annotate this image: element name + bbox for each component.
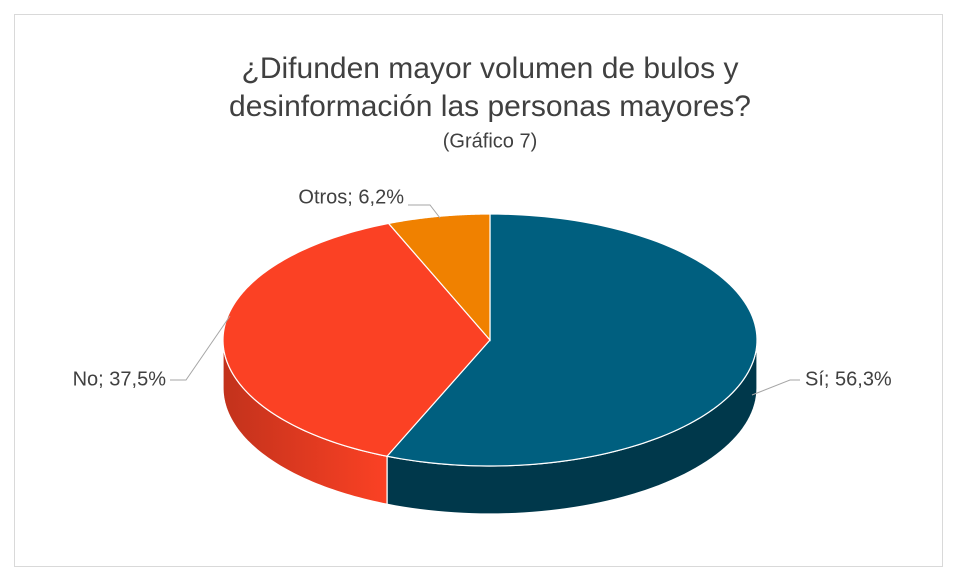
data-label: Sí; 56,3% <box>805 368 892 390</box>
chart-title: desinformación las personas mayores? <box>229 90 751 123</box>
slice: No <box>222 222 491 457</box>
leader-line <box>170 315 231 381</box>
leader-line <box>408 204 441 219</box>
chart-subtitle: (Gráfico 7) <box>443 130 537 152</box>
leader-line <box>751 379 800 396</box>
data-label: Otros; 6,2% <box>298 186 404 208</box>
slice: Sí <box>385 213 758 467</box>
data-label: No; 37,5% <box>73 368 167 390</box>
pie: SíNoOtros <box>222 213 758 515</box>
chart-title: ¿Difunden mayor volumen de bulos y <box>242 52 739 85</box>
